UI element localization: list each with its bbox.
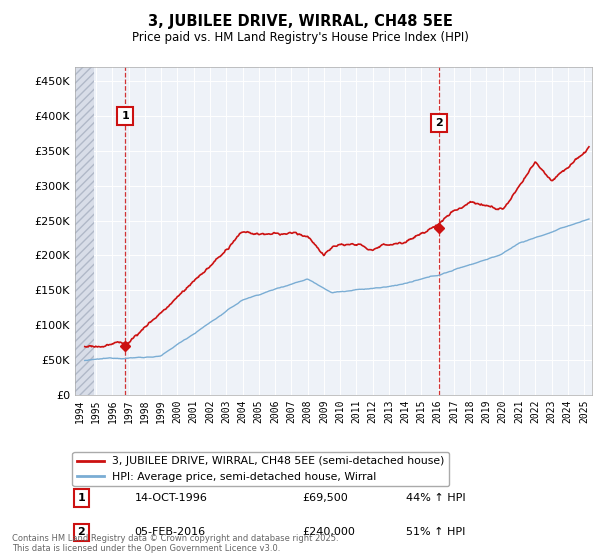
Legend: 3, JUBILEE DRIVE, WIRRAL, CH48 5EE (semi-detached house), HPI: Average price, se: 3, JUBILEE DRIVE, WIRRAL, CH48 5EE (semi… — [73, 452, 449, 486]
Text: £240,000: £240,000 — [302, 528, 355, 538]
Text: 51% ↑ HPI: 51% ↑ HPI — [406, 528, 466, 538]
Text: 05-FEB-2016: 05-FEB-2016 — [134, 528, 206, 538]
Text: 2: 2 — [435, 118, 443, 128]
Text: 3, JUBILEE DRIVE, WIRRAL, CH48 5EE: 3, JUBILEE DRIVE, WIRRAL, CH48 5EE — [148, 14, 452, 29]
Text: 1: 1 — [121, 111, 129, 121]
Text: 2: 2 — [77, 528, 85, 538]
Bar — [75, 67, 94, 395]
Text: Contains HM Land Registry data © Crown copyright and database right 2025.
This d: Contains HM Land Registry data © Crown c… — [12, 534, 338, 553]
Text: 14-OCT-1996: 14-OCT-1996 — [134, 493, 208, 503]
Text: £69,500: £69,500 — [302, 493, 349, 503]
Text: 1: 1 — [77, 493, 85, 503]
Text: Price paid vs. HM Land Registry's House Price Index (HPI): Price paid vs. HM Land Registry's House … — [131, 31, 469, 44]
Text: 44% ↑ HPI: 44% ↑ HPI — [406, 493, 466, 503]
